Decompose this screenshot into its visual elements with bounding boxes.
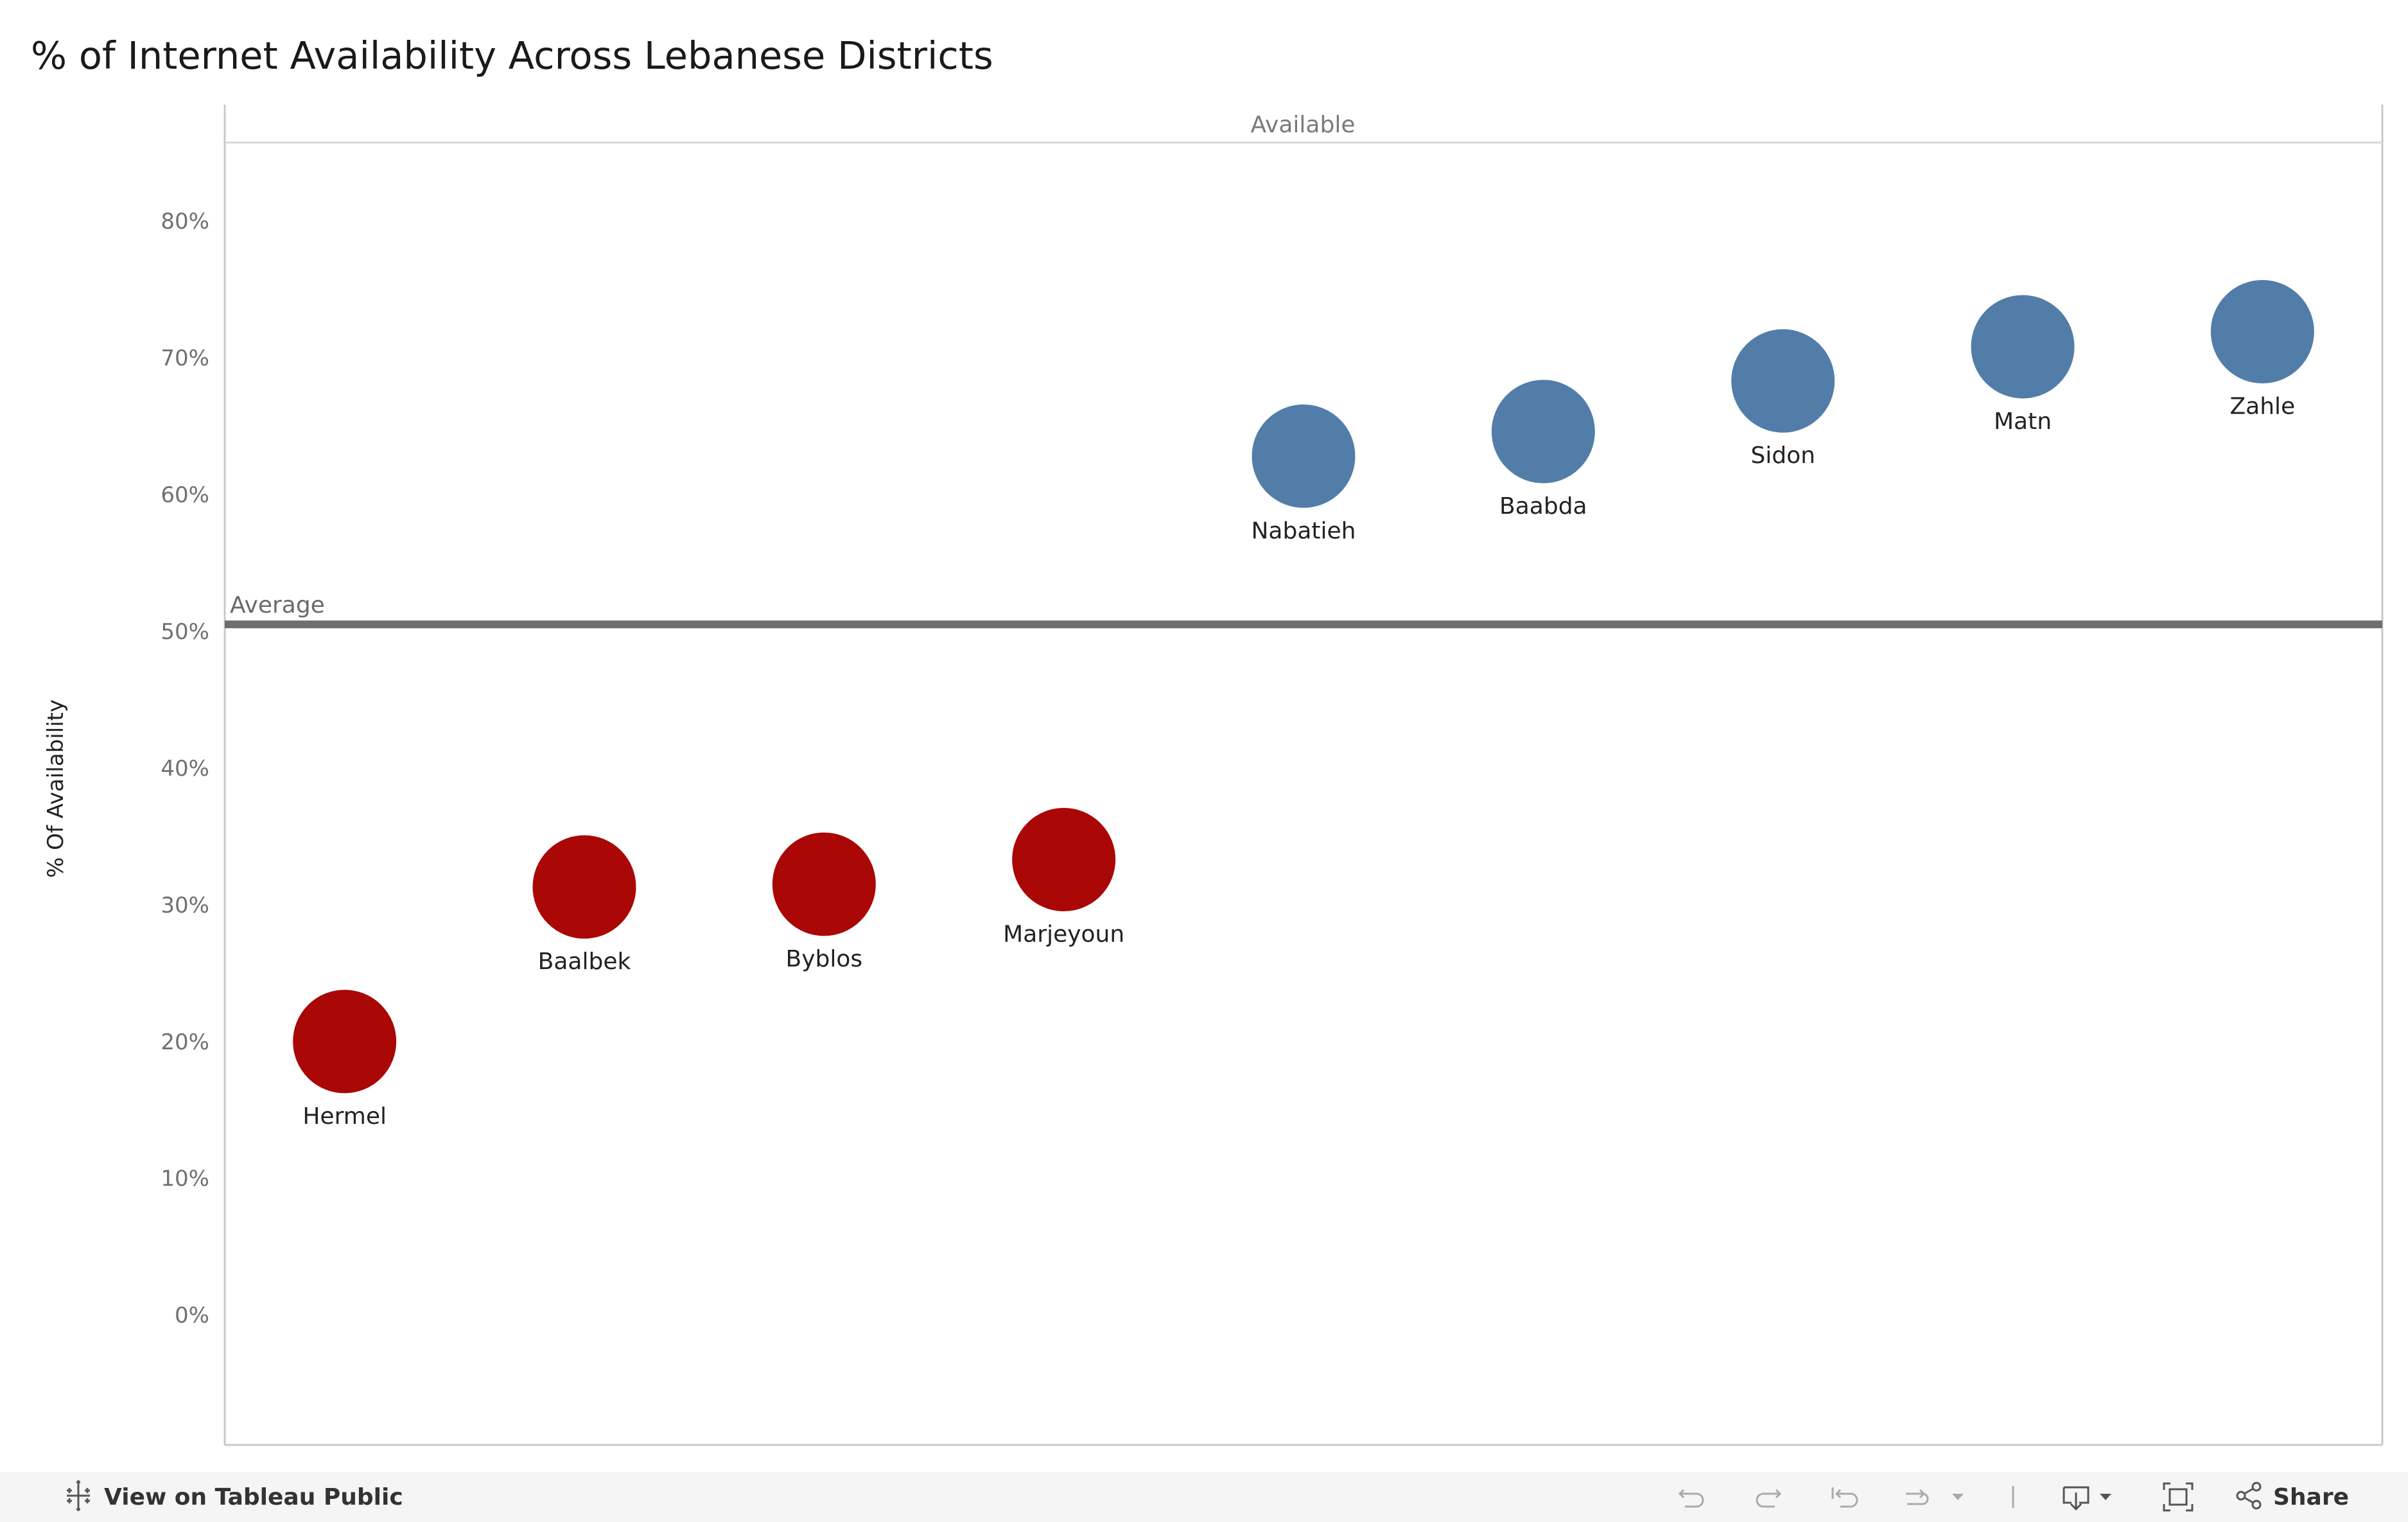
point-label-nabatieh: Nabatieh bbox=[1252, 518, 1356, 544]
point-baabda bbox=[1489, 378, 1597, 485]
chart: 0% 10% 20% 30% 40% 50% 60% 70% 80% % Of Availabi… bbox=[43, 105, 2384, 1446]
y-tick-label: 80% bbox=[161, 209, 209, 234]
point-label-sidon: Sidon bbox=[1750, 442, 1815, 469]
point-label-hermel: Hermel bbox=[302, 1103, 387, 1130]
point-label-byblos: Byblos bbox=[786, 946, 863, 972]
point-matn bbox=[1969, 293, 2077, 401]
point-label-baabda: Baabda bbox=[1499, 493, 1587, 520]
undo-icon[interactable] bbox=[1675, 1481, 1708, 1513]
y-tick-label: 60% bbox=[161, 482, 209, 508]
data-points bbox=[291, 278, 2316, 1096]
y-tick-label: 0% bbox=[175, 1303, 209, 1329]
point-marjeyoun bbox=[1010, 806, 1118, 914]
redo-icon[interactable] bbox=[1752, 1481, 1785, 1513]
chart-title: % of Internet Availability Across Lebane… bbox=[31, 33, 993, 78]
toolbar-divider bbox=[2011, 1481, 2015, 1513]
pause-dropdown-icon[interactable] bbox=[1948, 1481, 1967, 1513]
y-tick-label: 50% bbox=[161, 619, 209, 645]
refresh-icon[interactable] bbox=[1898, 1481, 1932, 1513]
point-label-marjeyoun: Marjeyoun bbox=[1003, 922, 1124, 948]
share-label: Share bbox=[2273, 1483, 2350, 1510]
view-on-tableau-link[interactable]: View on Tableau Public bbox=[62, 1472, 403, 1522]
y-tick-label: 30% bbox=[161, 893, 209, 918]
average-label: Average bbox=[230, 592, 325, 618]
revert-icon[interactable] bbox=[1828, 1481, 1861, 1513]
point-nabatieh bbox=[1250, 402, 1357, 510]
y-axis-label: % Of Availability bbox=[43, 699, 69, 878]
y-tick-label: 20% bbox=[161, 1029, 209, 1055]
tableau-toolbar: View on Tableau Public Share bbox=[0, 1472, 2408, 1522]
point-label-matn: Matn bbox=[1994, 408, 2052, 435]
point-baalbek bbox=[530, 833, 638, 941]
point-byblos bbox=[770, 830, 878, 938]
average-reference: Average bbox=[225, 592, 2382, 629]
point-zahle bbox=[2208, 278, 2316, 386]
y-tick-label: 70% bbox=[161, 346, 209, 371]
y-axis: 0% 10% 20% 30% 40% 50% 60% 70% 80% bbox=[161, 209, 209, 1329]
data-labels: Hermel Baalbek Byblos Marjeyoun Nabatieh Baab… bbox=[302, 394, 2295, 1130]
point-label-zahle: Zahle bbox=[2229, 394, 2295, 420]
share-icon bbox=[2233, 1480, 2264, 1514]
point-label-baalbek: Baalbek bbox=[538, 949, 631, 975]
point-sidon bbox=[1729, 327, 1837, 435]
fullscreen-icon[interactable] bbox=[2161, 1481, 2195, 1513]
plot-frame bbox=[223, 105, 2384, 1446]
download-icon[interactable] bbox=[2061, 1481, 2119, 1513]
y-tick-label: 40% bbox=[161, 756, 209, 782]
y-tick-label: 10% bbox=[161, 1166, 209, 1192]
view-on-tableau-label: View on Tableau Public bbox=[104, 1483, 403, 1510]
share-button[interactable]: Share bbox=[2233, 1472, 2349, 1522]
point-hermel bbox=[291, 988, 399, 1096]
tableau-logo-icon bbox=[62, 1479, 95, 1515]
column-header-available: Available bbox=[1251, 112, 1356, 138]
